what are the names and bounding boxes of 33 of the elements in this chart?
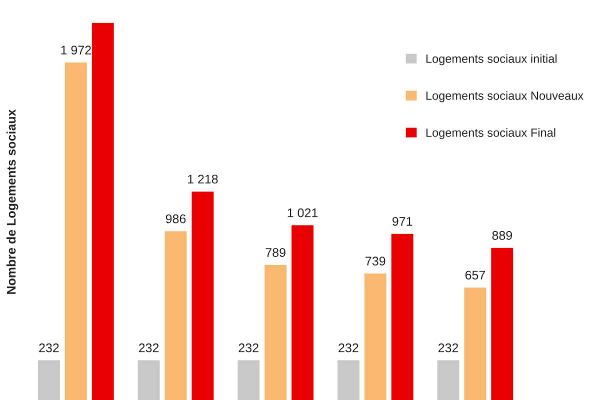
data-label: 657 [465, 270, 486, 280]
bar [491, 248, 514, 400]
legend-label: Logements sociaux Nouveaux [426, 91, 584, 102]
bar [264, 264, 287, 400]
bar [391, 234, 414, 400]
data-label: 1 218 [188, 174, 218, 184]
bar [192, 192, 214, 400]
y-axis-title: Nombre de Logements sociaux [6, 109, 18, 294]
bar [464, 288, 486, 400]
data-label: 232 [438, 343, 458, 352]
legend-label: Logements sociaux Final [426, 128, 556, 140]
bar [292, 225, 314, 400]
bar [164, 231, 187, 400]
data-label: 232 [138, 343, 159, 352]
data-label: 232 [338, 343, 358, 352]
bar [64, 62, 87, 400]
data-label: 889 [492, 231, 512, 240]
data-label: 789 [266, 248, 286, 257]
bar [364, 274, 386, 400]
data-label: 739 [366, 256, 386, 266]
bar [92, 22, 114, 400]
bar [38, 360, 60, 400]
bar [337, 360, 360, 400]
bar [437, 360, 460, 400]
data-label: 1 972 [61, 46, 91, 55]
legend-label: Logements sociaux initial [426, 54, 557, 66]
data-label: 1 021 [288, 208, 318, 218]
bar [238, 360, 260, 400]
bar [138, 360, 160, 400]
data-label: 986 [166, 214, 186, 224]
data-label: 232 [238, 343, 258, 352]
data-label: 232 [39, 343, 59, 352]
data-label: 971 [392, 216, 412, 226]
